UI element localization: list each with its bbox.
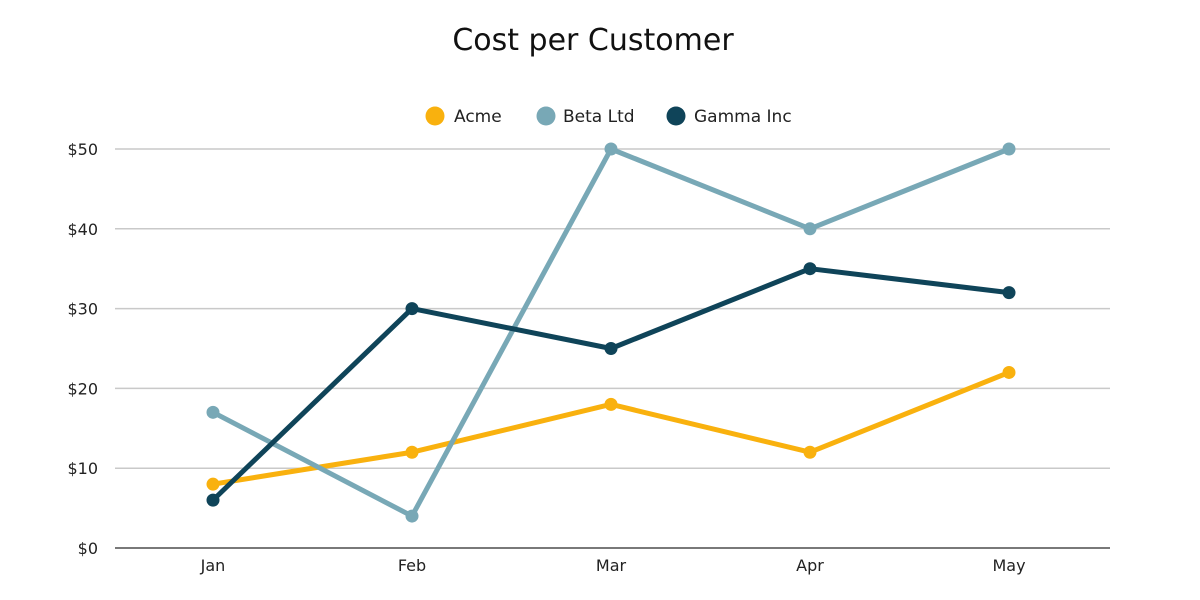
grid-lines (115, 148, 1110, 469)
data-points (206, 142, 1016, 523)
data-point-beta-ltd (206, 405, 220, 419)
data-point-acme (405, 445, 419, 459)
y-tick-label: $10 (67, 459, 98, 478)
y-tick-label: $40 (67, 220, 98, 239)
legend-marker-gamma-inc (666, 106, 686, 126)
data-point-acme (604, 397, 618, 411)
chart-title: Cost per Customer (452, 23, 734, 58)
data-point-gamma-inc (1002, 286, 1016, 300)
data-point-acme (206, 477, 220, 491)
data-point-beta-ltd (803, 222, 817, 236)
legend-marker-acme (425, 106, 445, 126)
data-point-beta-ltd (1002, 142, 1016, 156)
data-point-beta-ltd (604, 142, 618, 156)
legend-label: Gamma Inc (694, 107, 792, 127)
x-tick-label: May (992, 556, 1025, 575)
legend-label: Acme (454, 107, 502, 127)
axes: $0 $10 $20 $30 $40 $50 Jan Feb Mar Apr May (67, 140, 1110, 575)
x-tick-label: Feb (398, 556, 426, 575)
series-lines (210, 146, 1012, 519)
data-point-acme (803, 445, 817, 459)
legend: Acme Beta Ltd Gamma Inc (425, 106, 792, 127)
y-tick-label: $0 (78, 539, 98, 558)
series-line-acme (210, 369, 1012, 487)
data-point-acme (1002, 365, 1016, 379)
y-tick-label: $30 (67, 300, 98, 319)
data-point-beta-ltd (405, 509, 419, 523)
y-tick-label: $50 (67, 140, 98, 159)
x-tick-label: Apr (796, 556, 824, 575)
data-point-gamma-inc (604, 342, 618, 355)
x-tick-label: Mar (596, 556, 627, 575)
legend-marker-beta-ltd (536, 106, 556, 126)
x-tick-label: Jan (200, 556, 226, 575)
data-point-gamma-inc (405, 302, 419, 316)
data-point-gamma-inc (206, 493, 220, 507)
data-point-gamma-inc (803, 262, 817, 276)
series-line-beta-ltd (210, 146, 1012, 519)
y-tick-label: $20 (67, 379, 98, 398)
legend-label: Beta Ltd (563, 107, 635, 127)
